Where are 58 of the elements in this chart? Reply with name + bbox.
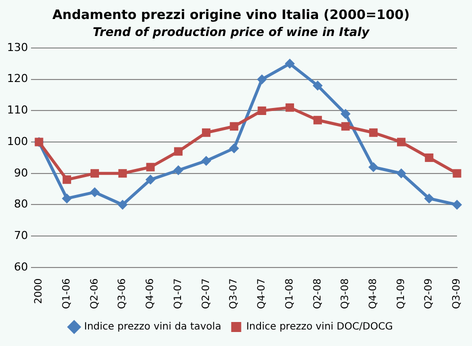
y-tick-label: 110 <box>6 104 28 117</box>
point <box>173 165 184 176</box>
x-tick-label: Q1-07 <box>172 278 184 310</box>
point <box>90 187 100 198</box>
point <box>452 169 462 178</box>
x-tick-label: Q4-08 <box>368 278 379 310</box>
point <box>62 175 72 184</box>
point <box>62 193 72 204</box>
chart-title: Andamento prezzi origine vino Italia (2000=100) <box>52 8 410 24</box>
point <box>424 153 434 162</box>
legend-label: Indice prezzo vini da tavola <box>84 322 222 333</box>
point <box>286 103 294 112</box>
x-tick-label: Q4-06 <box>145 278 156 310</box>
y-tick-label: 100 <box>6 134 28 148</box>
x-tick-label: Q3-07 <box>228 278 240 310</box>
x-tick-label: Q1-08 <box>284 278 296 310</box>
point <box>341 122 350 131</box>
point <box>90 169 99 178</box>
point <box>174 147 183 156</box>
point <box>452 200 462 210</box>
x-tick-label: Q2-08 <box>312 278 324 310</box>
point <box>368 162 378 172</box>
x-tick-label: Q3-09 <box>452 278 463 310</box>
point <box>313 116 322 124</box>
point <box>258 106 266 115</box>
x-tick-label: Q4-07 <box>256 278 268 310</box>
point <box>312 80 323 91</box>
point <box>146 162 155 172</box>
x-tick-label: Q1-09 <box>396 278 407 310</box>
x-tick-label: 2000 <box>34 278 45 304</box>
x-tick-label: Q2-09 <box>424 278 435 310</box>
point <box>397 138 406 146</box>
x-tick-label: Q1-06 <box>61 278 72 310</box>
point <box>424 193 434 204</box>
point <box>202 128 210 137</box>
legend-label: Indice prezzo vini DOC/DOCG <box>246 322 393 333</box>
x-tick-label: Q3-08 <box>340 278 352 310</box>
x-tick-label: Q2-06 <box>89 278 100 310</box>
point <box>256 74 267 84</box>
point <box>118 200 128 210</box>
chart-subtitle: Trend of production price of wine in Italy <box>92 24 370 39</box>
point <box>118 169 127 178</box>
x-tick-label: Q2-07 <box>200 278 212 310</box>
point <box>145 174 156 185</box>
x-tick-label: Q3-06 <box>117 278 128 310</box>
point <box>284 58 295 69</box>
y-tick-label: 70 <box>14 228 28 242</box>
point <box>201 156 212 166</box>
y-tick-label: 90 <box>14 166 28 180</box>
point <box>340 108 351 119</box>
y-tick-label: 80 <box>14 198 28 211</box>
point <box>229 143 240 154</box>
point <box>396 168 406 178</box>
y-tick-label: 120 <box>6 72 28 86</box>
y-tick-label: 60 <box>14 260 28 274</box>
point <box>369 128 378 137</box>
point <box>230 122 238 131</box>
y-tick-label: 130 <box>6 40 28 54</box>
